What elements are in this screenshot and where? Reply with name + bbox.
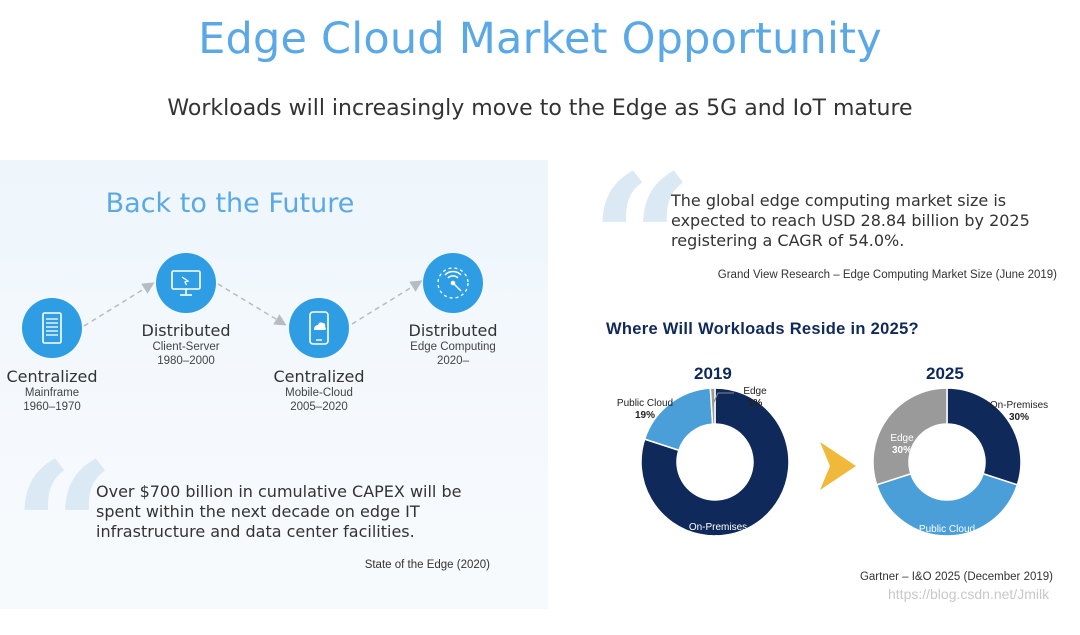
- label-2025-edge-name: Edge: [890, 433, 914, 444]
- stage-1-badge: [22, 298, 82, 358]
- mobile-cloud-icon: [309, 311, 329, 345]
- label-2019-edge: Edge 1%: [734, 386, 776, 410]
- left-quote-source: State of the Edge (2020): [364, 559, 490, 571]
- connector-line-3: [351, 280, 423, 325]
- right-quote-source: Grand View Research – Edge Computing Mar…: [717, 269, 1057, 281]
- stage-1-name: Centralized: [6, 367, 98, 386]
- label-2025-on-premises-pct: 30%: [1008, 412, 1029, 423]
- timeline-connectors: [83, 280, 423, 327]
- label-2019-on-premises: On-Premises 80%: [680, 522, 756, 546]
- donut-2025-slice-public-cloud: [875, 472, 1019, 537]
- chart-source: Gartner – I&O 2025 (December 2019): [859, 571, 1053, 583]
- right-quote-text: The global edge computing market size is…: [671, 191, 1030, 250]
- stage-2-sub1: Client-Server: [152, 341, 220, 353]
- label-2025-edge-pct: 30%: [891, 445, 912, 456]
- chart-title: Where Will Workloads Reside in 2025?: [606, 320, 919, 338]
- stage-4-sub1: Edge Computing: [410, 341, 496, 353]
- timeline-heading: Back to the Future: [105, 188, 355, 219]
- label-2019-edge-name: Edge: [743, 386, 767, 397]
- stage-4-badge: [423, 253, 483, 313]
- label-2025-public-cloud: Public Cloud 40%: [912, 524, 982, 548]
- donut-2025-slice-on-premises: [946, 387, 1022, 486]
- connector-line-2: [217, 283, 287, 326]
- stage-2-name: Distributed: [141, 321, 231, 340]
- leader-lines: [680, 392, 986, 413]
- stage-3-badge: [289, 298, 349, 358]
- year-label-2019: 2019: [694, 364, 732, 383]
- label-2019-public-cloud-name: Public Cloud: [616, 398, 674, 409]
- label-2025-edge: Edge 30%: [884, 433, 920, 457]
- stage-4-name: Distributed: [408, 321, 498, 340]
- stage-3-sub2: 2005–2020: [290, 401, 348, 413]
- label-2025-on-premises: On-Premises 30%: [986, 400, 1052, 424]
- label-2019-public-cloud-pct: 19%: [634, 410, 655, 421]
- stage-4-sub2: 2020–: [437, 355, 469, 367]
- transition-arrow-icon: [820, 442, 856, 490]
- edge-signal-icon: [437, 267, 469, 299]
- label-2025-public-cloud-pct: 40%: [936, 536, 957, 547]
- stage-1-sub2: 1960–1970: [23, 401, 81, 413]
- label-2019-edge-pct: 1%: [747, 398, 763, 409]
- server-rack-icon: [42, 312, 62, 344]
- quote-mark-icon: “: [590, 136, 694, 347]
- desktop-monitor-icon: [171, 270, 201, 296]
- stage-2-sub2: 1980–2000: [157, 355, 215, 367]
- donut-2019-slice-on-premises: [640, 387, 790, 537]
- watermark: https://blog.csdn.net/Jmilk: [888, 586, 1050, 602]
- label-2019-on-premises-pct: 80%: [707, 534, 728, 545]
- connector-line-1: [83, 282, 155, 327]
- label-2019-public-cloud: Public Cloud 19%: [608, 398, 682, 422]
- stage-3-sub1: Mobile-Cloud: [285, 387, 353, 399]
- stage-3-name: Centralized: [273, 367, 365, 386]
- label-2019-on-premises-name: On-Premises: [688, 522, 748, 533]
- stage-2-badge: [156, 253, 216, 313]
- page-subtitle: Workloads will increasingly move to the …: [167, 96, 913, 121]
- label-2025-on-premises-name: On-Premises: [989, 400, 1049, 411]
- donut-charts: [640, 387, 1022, 537]
- stage-1-sub1: Mainframe: [24, 387, 80, 399]
- year-label-2025: 2025: [926, 364, 964, 383]
- timeline-panel: [0, 160, 548, 609]
- label-2025-public-cloud-name: Public Cloud: [918, 524, 976, 535]
- left-quote-text: Over $700 billion in cumulative CAPEX wi…: [96, 482, 462, 541]
- donut-2025-slice-edge: [872, 387, 948, 486]
- quote-mark-icon: “: [12, 424, 116, 635]
- donut-2019-slice-edge: [709, 387, 716, 425]
- page-title: Edge Cloud Market Opportunity: [198, 14, 882, 64]
